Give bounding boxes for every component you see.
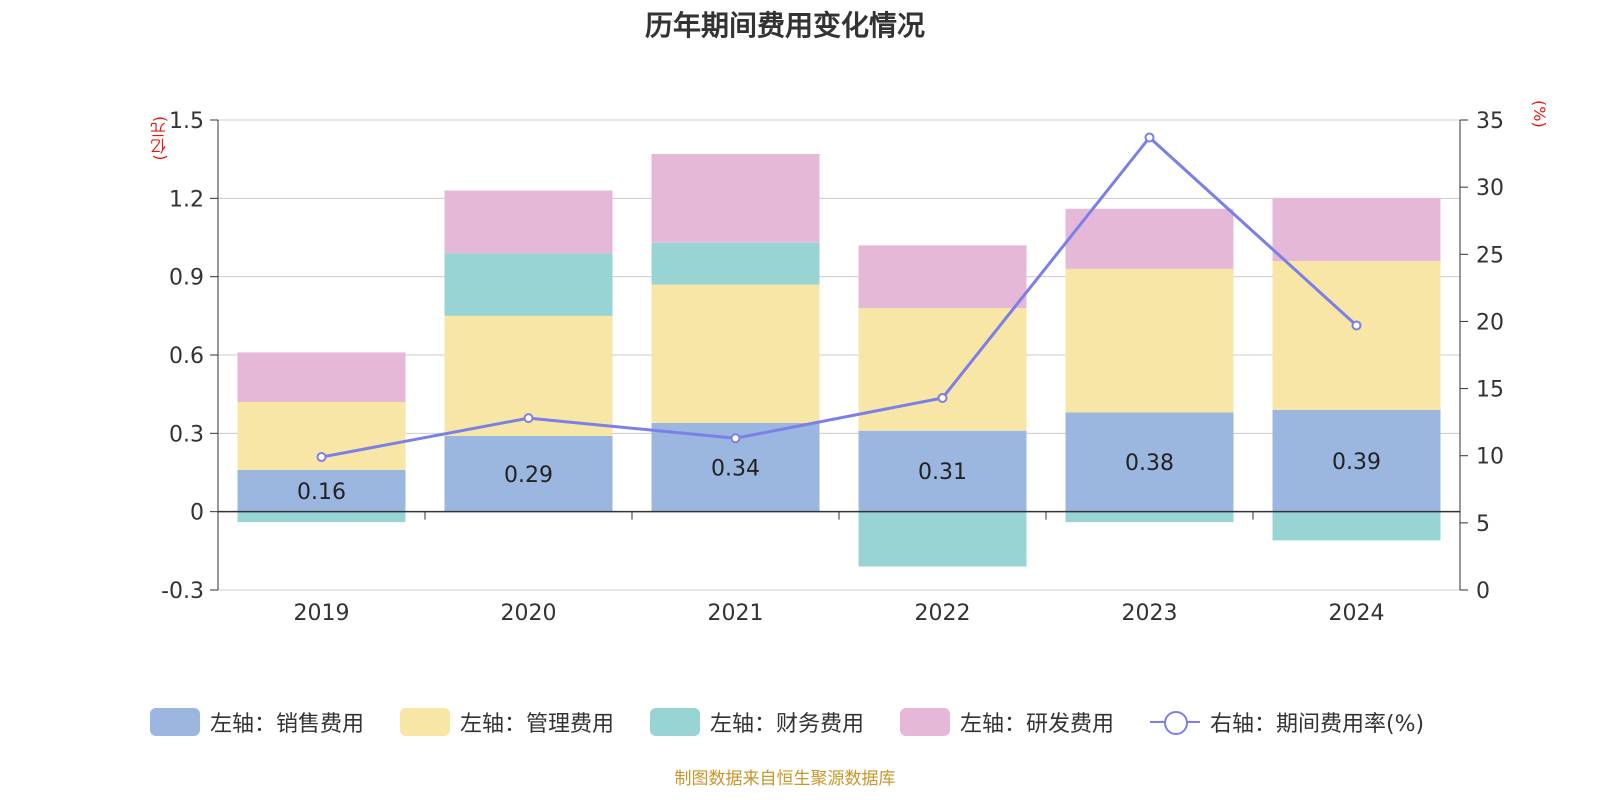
right-axis-tick-label: 10 [1476,445,1504,470]
bar-rnd-2024 [1272,198,1441,261]
category-label: 2021 [708,601,764,626]
legend-swatch-rate [1150,708,1200,736]
bar-finance-2019 [237,511,406,523]
legend-label-sales: 左轴：销售费用 [210,712,365,737]
bar-sales-2024 [1272,409,1441,512]
bar-sales-2023 [1065,412,1234,512]
left-axis-tick-label: 1.2 [169,187,204,212]
rate-point [1351,320,1362,331]
legend-item-finance[interactable]: 左轴：财务费用 [650,704,864,740]
chart-title: 历年期间费用变化情况 [644,9,925,42]
right-axis-tick-label: 0 [1476,579,1490,604]
category-label: 2019 [294,601,350,626]
right-axis-tick-label: 5 [1476,512,1490,537]
bar-admin-2022 [858,308,1027,431]
legend-swatch-rnd [900,708,950,736]
left-axis-tick-label: 0 [190,501,204,526]
legend-swatch-sales [150,708,200,736]
bar-admin-2023 [1065,268,1234,413]
bar-rnd-2023 [1065,208,1234,269]
bar-rnd-2021 [651,153,820,243]
sales-data-label: 0.34 [711,456,760,481]
right-axis-tick-label: 30 [1476,176,1504,201]
bar-finance-2020 [444,253,613,316]
legend-swatch-finance [650,708,700,736]
legend-label-rate: 右轴：期间费用率(%) [1210,712,1425,737]
bar-rnd-2020 [444,190,613,254]
legend-item-rnd[interactable]: 左轴：研发费用 [900,704,1114,740]
legend-label-rnd: 左轴：研发费用 [960,712,1115,737]
sales-data-label: 0.38 [1125,451,1174,476]
left-axis-tick-label: 0.3 [169,422,204,447]
rate-point [937,392,948,403]
legend-swatch-admin [400,708,450,736]
legend-label-admin: 左轴：管理费用 [460,712,615,737]
chart-legend: 左轴：销售费用 左轴：管理费用 左轴：财务费用 左轴：研发费用 右轴：期间费用率… [0,704,1600,740]
bar-sales-2019 [237,469,406,512]
legend-item-admin[interactable]: 左轴：管理费用 [400,704,614,740]
right-axis-tick-label: 20 [1476,310,1504,335]
bar-finance-2023 [1065,511,1234,523]
legend-item-rate[interactable]: 右轴：期间费用率(%) [1150,704,1424,740]
right-axis-tick-label: 35 [1476,109,1504,134]
right-axis-tick-label: 15 [1476,378,1504,403]
left-axis-tick-label: 0.9 [169,266,204,291]
rate-point [1144,132,1155,143]
bar-rnd-2019 [237,352,406,402]
category-label: 2020 [501,601,557,626]
sales-data-label: 0.31 [918,460,967,485]
left-axis-tick-label: 0.6 [169,344,204,369]
bar-admin-2024 [1272,261,1441,410]
right-axis-tick-label: 25 [1476,243,1504,268]
bar-rnd-2022 [858,245,1027,308]
legend-label-finance: 左轴：财务费用 [710,712,865,737]
bar-sales-2020 [444,435,613,512]
category-label: 2022 [915,601,971,626]
expense-chart: -0.3 0 0.3 0.6 0.9 1.2 1.5 0 5 10 15 20 25 30 35 2019 20… [161,109,1504,626]
rate-point [316,452,327,463]
bar-finance-2021 [651,242,820,285]
rate-point [730,433,741,444]
right-axis-unit: (%) [1530,100,1549,128]
category-label: 2023 [1122,601,1178,626]
sales-data-label: 0.29 [504,463,553,488]
bar-sales-2022 [858,430,1027,512]
bar-finance-2022 [858,511,1027,567]
sales-data-label: 0.39 [1332,450,1381,475]
data-source-note: 制图数据来自恒生聚源数据库 [674,769,896,789]
rate-point [523,413,534,424]
bar-finance-2024 [1272,511,1441,541]
bar-admin-2021 [651,284,820,423]
legend-item-sales[interactable]: 左轴：销售费用 [150,704,364,740]
left-axis-tick-label: 1.5 [169,109,204,134]
left-axis-tick-label: -0.3 [161,579,204,604]
sales-data-label: 0.16 [297,480,346,505]
rate-line [321,135,1358,459]
category-label: 2024 [1329,601,1385,626]
